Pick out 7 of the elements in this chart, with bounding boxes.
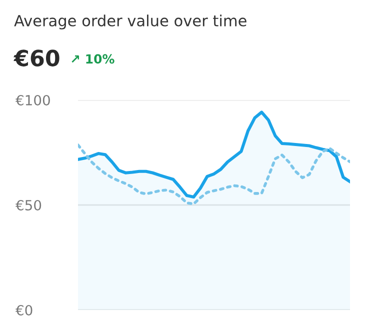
line-series <box>78 144 350 206</box>
y-tick-label: €100 <box>16 94 50 106</box>
chart-title: Average order value over time <box>14 14 246 30</box>
text: ↗ 10% <box>72 54 114 64</box>
chart-subtitle: €60 <box>14 50 60 66</box>
y-tick-label: €50 <box>16 200 42 210</box>
y-tick-label: €0 <box>16 304 32 316</box>
